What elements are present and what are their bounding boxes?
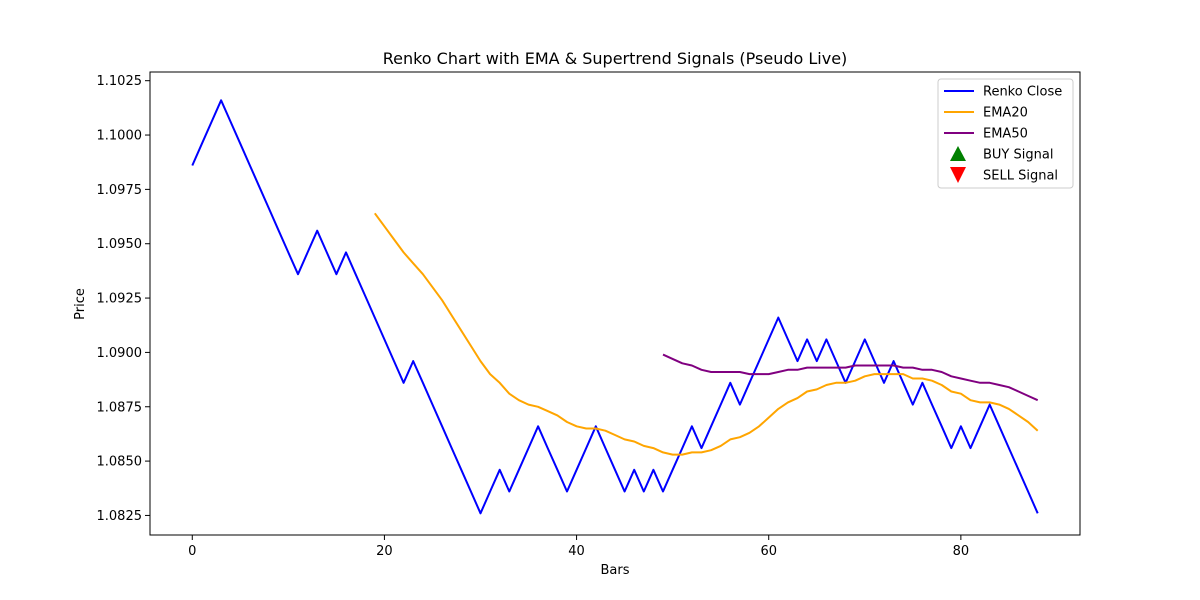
series-line-ema50 (662, 353, 1039, 402)
series-line-renko-close (191, 99, 1039, 515)
y-tick-label: 1.0825 (97, 509, 143, 524)
legend: Renko Close EMA20 EMA50 BUY Signal SELL Sign… (937, 78, 1074, 189)
y-tick-label: 1.1000 (97, 129, 143, 144)
legend-label-ema50: EMA50 (983, 127, 1028, 142)
x-axis-title: Bars (600, 563, 629, 578)
legend-marker-sell-signal (950, 167, 966, 183)
plot-area (191, 99, 1039, 515)
y-axis: 1.0825 1.0850 1.0875 1.0900 1.0925 1.0950 1.09… (97, 74, 150, 524)
y-tick-label: 1.0900 (97, 346, 143, 361)
x-tick-label: 80 (953, 544, 970, 559)
y-tick-label: 1.0925 (97, 292, 143, 307)
legend-marker-buy-signal (950, 146, 966, 161)
legend-label-ema20: EMA20 (983, 106, 1028, 121)
legend-label-renko-close: Renko Close (983, 85, 1062, 100)
legend-label-buy-signal: BUY Signal (983, 148, 1053, 163)
legend-label-sell-signal: SELL Signal (983, 169, 1058, 184)
legend-box (937, 78, 1074, 189)
series-line-ema20 (373, 212, 1039, 456)
x-axis: 0 20 40 60 80 (188, 535, 969, 559)
chart-title: Renko Chart with EMA & Supertrend Signal… (383, 49, 848, 68)
y-tick-label: 1.0950 (97, 237, 143, 252)
x-tick-label: 20 (376, 544, 393, 559)
y-tick-label: 1.0975 (97, 183, 143, 198)
x-tick-label: 40 (568, 544, 585, 559)
x-tick-label: 60 (760, 544, 777, 559)
y-tick-label: 1.0875 (97, 400, 143, 415)
y-tick-label: 1.1025 (97, 74, 143, 89)
axes-frame (149, 71, 1081, 536)
y-axis-title: Price (73, 288, 88, 320)
y-tick-label: 1.0850 (97, 455, 143, 470)
x-tick-label: 0 (188, 544, 196, 559)
